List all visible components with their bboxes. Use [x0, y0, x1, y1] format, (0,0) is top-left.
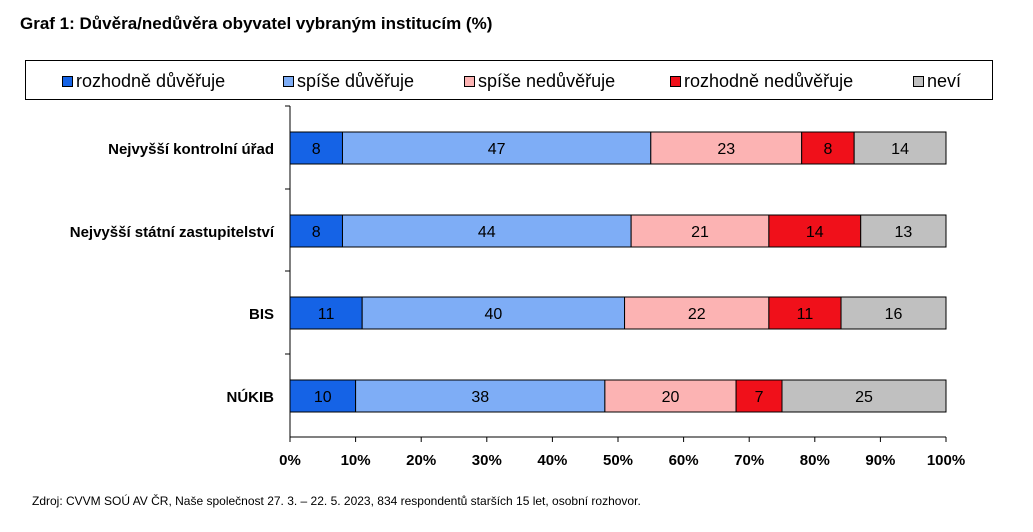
data-label: 8: [823, 141, 832, 158]
legend-label: spíše nedůvěřuje: [478, 70, 616, 91]
legend-swatch: [670, 75, 681, 87]
data-label: 7: [755, 389, 764, 406]
data-label: 25: [855, 389, 873, 406]
x-tick-label: 100%: [927, 452, 965, 469]
legend-swatch: [913, 75, 924, 87]
x-tick-label: 10%: [341, 452, 371, 469]
legend: rozhodně důvěřuje spíše důvěřuje spíše ned…: [25, 60, 993, 100]
legend-item: rozhodně důvěřuje: [62, 61, 225, 101]
data-label: 23: [717, 141, 735, 158]
chart-title: Graf 1: Důvěra/nedůvěra obyvatel vybraný…: [20, 14, 493, 33]
legend-item: spíše nedůvěřuje: [464, 61, 615, 101]
bar-segment: [860, 214, 947, 248]
bar-segment: [341, 214, 632, 248]
data-label: 11: [318, 306, 335, 323]
data-label: 38: [471, 389, 489, 406]
category-label: NÚKIB: [227, 388, 275, 406]
x-tick-label: 60%: [669, 452, 699, 469]
legend-label: neví: [927, 70, 962, 91]
x-tick-label: 70%: [734, 452, 764, 469]
legend-item: spíše důvěřuje: [283, 61, 414, 101]
x-tick-label: 30%: [472, 452, 502, 469]
data-label: 8: [312, 224, 321, 241]
data-label: 22: [688, 306, 706, 323]
x-tick-label: 40%: [537, 452, 567, 469]
data-label: 44: [478, 224, 496, 241]
legend-item: rozhodně nedůvěřuje: [670, 61, 853, 101]
bar-segment: [355, 379, 606, 413]
data-label: 21: [691, 224, 709, 241]
x-tick-label: 20%: [406, 452, 436, 469]
data-label: 14: [891, 141, 909, 158]
data-label: 8: [312, 141, 321, 158]
data-label: 16: [885, 306, 903, 323]
data-label: 10: [314, 389, 332, 406]
legend-label: rozhodně důvěřuje: [76, 70, 226, 91]
bar-segment: [853, 131, 947, 165]
data-label: 47: [488, 141, 506, 158]
legend-swatch: [464, 75, 475, 87]
bar-segment: [289, 296, 363, 330]
legend-label: spíše důvěřuje: [297, 70, 415, 91]
bar-segment: [630, 214, 770, 248]
data-label: 11: [797, 306, 814, 323]
bar-segment: [768, 296, 842, 330]
legend-swatch: [283, 75, 294, 87]
category-label: Nejvyšší státní zastupitelství: [70, 224, 275, 241]
data-label: 13: [894, 224, 912, 241]
category-label: BIS: [249, 306, 274, 323]
x-tick-label: 50%: [603, 452, 633, 469]
legend-item: neví: [913, 61, 961, 101]
x-tick-label: 80%: [800, 452, 830, 469]
bar-segment: [735, 379, 783, 413]
data-label: 20: [662, 389, 680, 406]
legend-label: rozhodně nedůvěřuje: [684, 70, 854, 91]
source-note: Zdroj: CVVM SOÚ AV ČR, Naše společnost 2…: [32, 494, 641, 508]
category-label: Nejvyšší kontrolní úřad: [108, 141, 274, 158]
legend-swatch: [62, 75, 73, 87]
bar-segment: [840, 296, 947, 330]
bar-segment: [361, 296, 626, 330]
bar-segment: [289, 379, 357, 413]
data-label: 40: [484, 306, 502, 323]
x-tick-label: 0%: [279, 452, 301, 469]
bar-segment: [341, 131, 652, 165]
bar-segment: [801, 131, 855, 165]
bar-segment: [650, 131, 803, 165]
bar-segment: [781, 379, 947, 413]
bar-segment: [768, 214, 862, 248]
x-tick-label: 90%: [865, 452, 895, 469]
data-label: 14: [806, 224, 824, 241]
bar-segment: [624, 296, 770, 330]
bar-segment: [604, 379, 737, 413]
